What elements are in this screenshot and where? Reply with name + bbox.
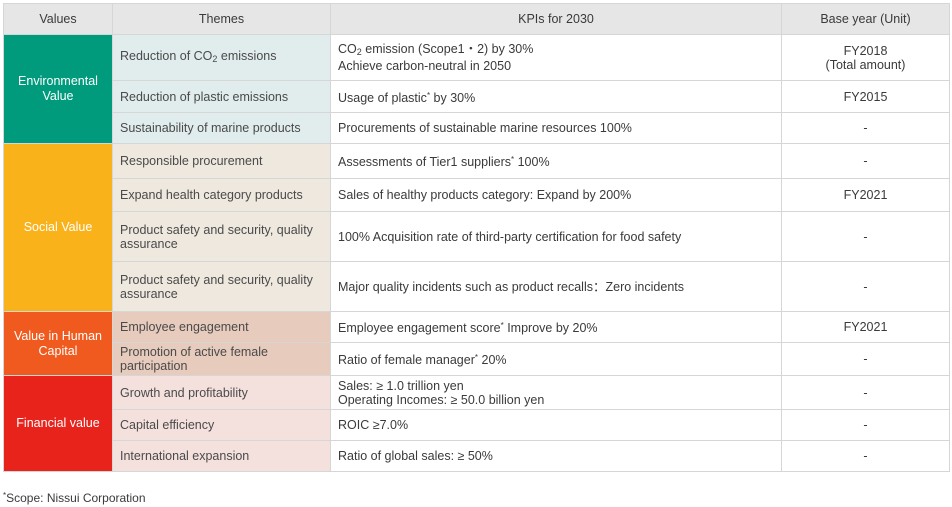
theme-cell: Responsible procurement xyxy=(112,143,331,179)
value-category: Environmental Value xyxy=(3,34,113,144)
table-row: Sustainability of marine products Procure… xyxy=(4,112,950,144)
table-row: Financial value Growth and profitability S… xyxy=(3,375,950,472)
theme-cell: Product safety and security, quality ass… xyxy=(112,261,331,312)
kpi-cell: Ratio of female manager* 20% xyxy=(330,342,782,376)
theme-cell: Growth and profitability xyxy=(112,375,331,410)
kpi-cell: Sales of healthy products category: Expa… xyxy=(330,178,782,212)
base-year-cell: FY2015 xyxy=(781,80,950,113)
value-category: Value in Human Capital xyxy=(3,311,113,376)
kpi-cell: Procurements of sustainable marine resou… xyxy=(330,112,782,144)
value-category: Financial value xyxy=(3,375,113,472)
table-row: Product safety and security, quality ass… xyxy=(4,211,950,262)
table-row: Product safety and security, quality ass… xyxy=(4,261,950,312)
base-year-cell: FY2021 xyxy=(781,311,950,343)
theme-cell: Employee engagement xyxy=(112,311,331,343)
table-row: Social Value Responsible procurement Asses… xyxy=(3,143,950,312)
base-year-cell: - xyxy=(781,143,950,179)
table-row: Value in Human Capital Employee engagemen… xyxy=(3,311,950,376)
base-year-cell: - xyxy=(781,440,950,472)
table-row: Environmental Value Reduction of CO2 emis… xyxy=(3,34,950,144)
kpi-cell: Sales: ≥ 1.0 trillion yen Operating Incom… xyxy=(330,375,782,410)
theme-cell: Expand health category products xyxy=(112,178,331,212)
header-base-year: Base year (Unit) xyxy=(781,3,950,35)
theme-cell: Reduction of CO2 emissions xyxy=(112,34,331,81)
kpi-cell: Major quality incidents such as product … xyxy=(330,261,782,312)
theme-cell: Product safety and security, quality ass… xyxy=(112,211,331,262)
base-year-cell: - xyxy=(781,409,950,441)
theme-cell: Sustainability of marine products xyxy=(112,112,331,144)
base-year-cell: - xyxy=(781,375,950,410)
table-row: Capital efficiency ROIC ≥7.0% - xyxy=(4,409,950,441)
kpi-cell: Usage of plastic* by 30% xyxy=(330,80,782,113)
base-year-cell: FY2018 (Total amount) xyxy=(781,34,950,81)
kpi-table: Values Themes KPIs for 2030 Base year (U… xyxy=(3,3,950,472)
base-year-cell: - xyxy=(781,342,950,376)
base-year-cell: - xyxy=(781,261,950,312)
kpi-cell: CO2 emission (Scope1・2) by 30% Achieve ca… xyxy=(330,34,782,81)
base-year-cell: FY2021 xyxy=(781,178,950,212)
base-year-cell: - xyxy=(781,211,950,262)
kpi-cell: 100% Acquisition rate of third-party cer… xyxy=(330,211,782,262)
table-body: Environmental Value Reduction of CO2 emis… xyxy=(3,34,950,472)
value-category: Social Value xyxy=(3,143,113,312)
header-row: Values Themes KPIs for 2030 Base year (U… xyxy=(3,3,950,35)
kpi-cell: Ratio of global sales: ≥ 50% xyxy=(330,440,782,472)
theme-cell: Capital efficiency xyxy=(112,409,331,441)
header-kpis: KPIs for 2030 xyxy=(330,3,782,35)
kpi-cell: Assessments of Tier1 suppliers* 100% xyxy=(330,143,782,179)
header-themes: Themes xyxy=(112,3,331,35)
table-row: Promotion of active female participation… xyxy=(4,342,950,376)
header-values: Values xyxy=(3,3,113,35)
table-row: Reduction of plastic emissions Usage of p… xyxy=(4,80,950,113)
theme-cell: Reduction of plastic emissions xyxy=(112,80,331,113)
footnote: *Scope: Nissui Corporation xyxy=(3,491,146,505)
theme-cell: International expansion xyxy=(112,440,331,472)
base-year-cell: - xyxy=(781,112,950,144)
kpi-cell: ROIC ≥7.0% xyxy=(330,409,782,441)
kpi-cell: Employee engagement score* Improve by 20… xyxy=(330,311,782,343)
theme-cell: Promotion of active female participation xyxy=(112,342,331,376)
table-row: Expand health category products Sales of … xyxy=(4,178,950,212)
table-row: International expansion Ratio of global s… xyxy=(4,440,950,472)
